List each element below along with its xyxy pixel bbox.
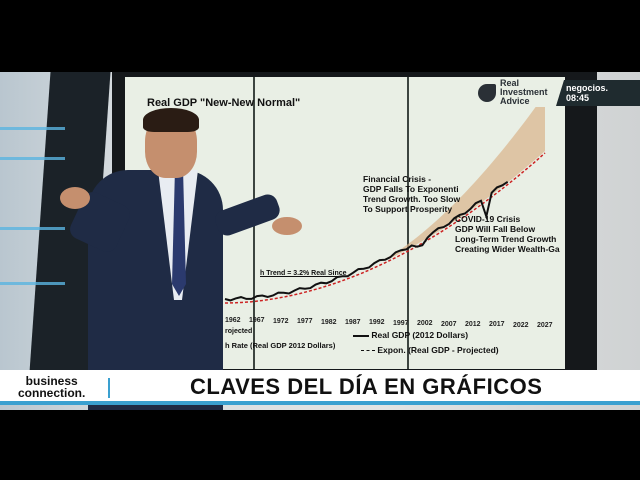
light-stripe [0, 127, 65, 130]
year-tick: 2002 [417, 320, 433, 328]
headline: CLAVES DEL DÍA EN GRÁFICOS [190, 374, 543, 399]
light-stripe [0, 282, 65, 285]
chart-title: Real GDP "New-New Normal" [147, 97, 301, 109]
logo-text: Real [500, 78, 520, 88]
year-tick: 2017 [489, 321, 505, 329]
annotation-covid: COVID-19 Crisis GDP Will Fall Below Long-T… [455, 214, 560, 254]
year-tick: 1987 [345, 319, 361, 326]
presenter-hand [272, 217, 302, 235]
trend-label: h Trend = 3.2% Real Since [260, 270, 347, 277]
year-tick: 1962 [225, 317, 241, 324]
light-stripe [0, 157, 65, 160]
separator [108, 378, 110, 398]
year-tick: 2012 [465, 321, 481, 328]
presenter-tie [172, 176, 186, 296]
year-tick: 1982 [321, 318, 337, 326]
annotation-financial-crisis: Financial Crisis - GDP Falls To Exponenti… [363, 174, 461, 214]
legend-left: h Rate (Real GDP 2012 Dollars) [225, 341, 336, 350]
program-logo: business connection. [18, 374, 86, 400]
year-tick: 2027 [537, 322, 553, 330]
year-tick: 2007 [441, 320, 457, 328]
legend-projected: Expon. (Real GDP - Projected) [361, 345, 499, 355]
legend-left: rojected [225, 328, 253, 335]
presenter-hand [60, 187, 90, 209]
real-gdp-line [224, 180, 509, 302]
channel-badge: negocios. 08:45 [556, 80, 640, 106]
logo-text: Investment [500, 87, 548, 97]
legend-real: Real GDP (2012 Dollars) [353, 330, 468, 340]
panel-divider [407, 77, 409, 369]
clock: 08:45 [566, 93, 590, 103]
year-tick: 1997 [393, 319, 409, 327]
studio-frame: Real GDP "New-New Normal" Real Investment… [0, 72, 640, 410]
year-tick: 1967 [249, 317, 265, 325]
chart-plot [224, 94, 546, 304]
eagle-icon [478, 83, 496, 102]
year-tick: 1972 [273, 317, 289, 325]
year-tick: 2022 [513, 321, 529, 329]
ria-logo: Real Investment Advice [475, 78, 551, 107]
logo-text: Advice [500, 96, 530, 106]
presenter-hair [143, 108, 199, 132]
light-stripe [0, 227, 65, 230]
year-tick: 1992 [369, 319, 385, 327]
year-tick: 1977 [297, 318, 313, 326]
lower-third: business connection. CLAVES DEL DÍA EN GR… [0, 370, 640, 405]
trend-band [385, 94, 545, 261]
